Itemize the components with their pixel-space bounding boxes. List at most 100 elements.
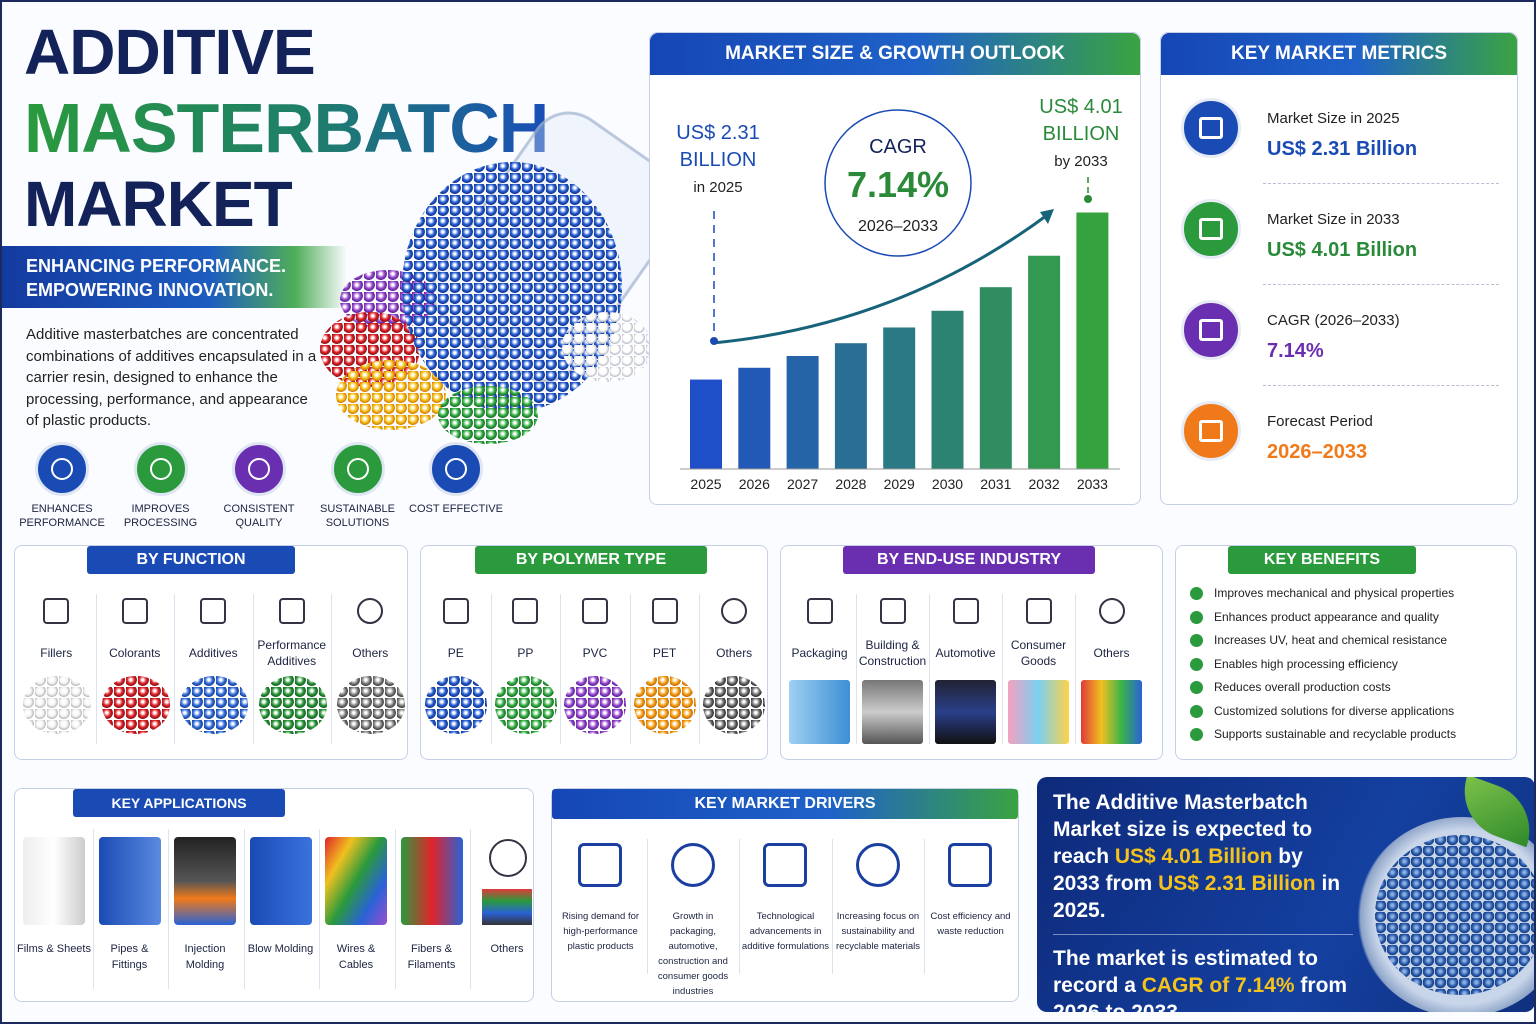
summary-span: The Additive Masterbatch Market size is … <box>1053 791 1313 868</box>
tagline-line: ENHANCING PERFORMANCE. <box>26 256 287 276</box>
metric-value: US$ 4.01 Billion <box>1267 239 1418 261</box>
panel-title: KEY APPLICATIONS <box>73 789 285 817</box>
summary-span: by 2033 from <box>1053 845 1303 895</box>
pellets <box>337 676 405 734</box>
item-label: Others <box>352 646 389 660</box>
app-label: Injection Molding <box>184 943 226 971</box>
check <box>1190 610 1203 624</box>
item-icon <box>278 598 305 624</box>
separator <box>699 594 701 744</box>
x-tick-label: 2030 <box>932 476 963 492</box>
driver-icon <box>855 843 900 887</box>
item-label: PP <box>517 646 534 660</box>
driver-text: Rising demand for high-performance plast… <box>561 911 640 952</box>
app-label: Fibers & Filaments <box>407 943 456 971</box>
separator <box>739 839 740 974</box>
photo <box>249 837 312 925</box>
separator <box>490 594 492 744</box>
panel-title: BY FUNCTION <box>87 546 295 574</box>
dot <box>1084 195 1092 203</box>
x-tick-label: 2025 <box>690 476 721 492</box>
annotation: in 2025 <box>693 179 742 196</box>
driver-text: Cost efficiency and waste reduction <box>930 911 1011 937</box>
feature-label: CONSISTENT QUALITY <box>223 503 295 529</box>
item-label: Packaging <box>791 646 848 660</box>
summary-span: from 2026 to 2033. <box>1053 974 1348 1012</box>
driver-icon <box>670 843 715 887</box>
pellets <box>564 676 627 734</box>
item-label: Performance Additives <box>257 638 327 668</box>
app-label: Pipes & Fittings <box>110 943 149 971</box>
icon-glyph <box>1199 319 1223 341</box>
annotation: US$ 4.01 <box>1039 96 1122 118</box>
icon-glyph <box>248 458 270 480</box>
photo <box>935 680 996 744</box>
tagline-line: EMPOWERING INNOVATION. <box>26 280 274 300</box>
panel-title: BY END-USE INDUSTRY <box>843 546 1095 574</box>
annotation: CAGR <box>869 136 927 158</box>
divider <box>1263 385 1499 386</box>
photo <box>1008 680 1069 744</box>
pellets <box>336 360 446 430</box>
feature-icon <box>232 442 286 496</box>
separator <box>831 839 833 974</box>
item-icon <box>1025 598 1052 624</box>
item-label: PET <box>652 646 677 660</box>
bar <box>979 287 1012 469</box>
separator <box>646 839 648 974</box>
item-icon <box>721 598 748 624</box>
feature-label: ENHANCES PERFORMANCE <box>19 503 105 529</box>
item-label: PE <box>447 646 464 660</box>
separator <box>924 839 925 974</box>
benefit: Customized solutions for diverse applica… <box>1214 703 1455 718</box>
summary-span: CAGR of 7.14% <box>1141 974 1295 997</box>
item-icon <box>200 598 227 624</box>
photo <box>23 837 85 925</box>
check <box>1190 657 1203 671</box>
icon-glyph <box>346 458 369 480</box>
driver-icon <box>763 843 807 887</box>
x-tick-label: 2026 <box>739 476 770 492</box>
pellets <box>23 676 91 734</box>
separator <box>252 594 254 744</box>
photo <box>1081 680 1142 744</box>
photo <box>789 680 850 744</box>
annotation: BILLION <box>1043 123 1120 145</box>
icon-glyph <box>1199 420 1223 442</box>
item-icon <box>806 598 833 624</box>
panel-title: MARKET SIZE & GROWTH OUTLOOK <box>650 33 1140 75</box>
x-tick-label: 2032 <box>1029 476 1060 492</box>
benefits-panel: KEY BENEFITS Improves mechanical and phy… <box>1175 545 1517 760</box>
photo <box>325 837 387 925</box>
pellets <box>438 386 538 444</box>
metric-value: 7.14% <box>1267 340 1324 362</box>
app-label: Blow Molding <box>247 943 314 955</box>
check <box>1190 728 1203 741</box>
icon-glyph <box>149 458 172 480</box>
title: ADDITIVE MASTERBATCH MARKET <box>24 14 549 242</box>
driver-text: Technological advancements in additive f… <box>741 911 830 952</box>
item-icon <box>651 598 678 624</box>
x-tick-label: 2033 <box>1077 476 1108 492</box>
pellets <box>1375 835 1534 995</box>
separator <box>470 829 471 989</box>
tagline: ENHANCING PERFORMANCE. EMPOWERING INNOVA… <box>2 246 347 308</box>
feature-icon <box>330 442 385 496</box>
trend-arrow <box>712 211 1051 345</box>
feature-label: IMPROVES PROCESSING <box>123 503 198 529</box>
benefit: Increases UV, heat and chemical resistan… <box>1214 633 1448 647</box>
separator <box>319 829 320 989</box>
item-label: Consumer Goods <box>1010 638 1067 668</box>
photo <box>862 680 923 744</box>
pellets <box>101 676 170 734</box>
driver-icon <box>948 843 992 887</box>
panel-title: KEY MARKET METRICS <box>1161 33 1517 75</box>
icon-glyph <box>51 458 73 480</box>
x-tick-label: 2028 <box>835 476 866 492</box>
metric-icon <box>1181 199 1241 259</box>
summary-span: US$ 4.01 Billion <box>1114 845 1273 868</box>
metric-icon <box>1181 401 1241 461</box>
benefit: Reduces overall production costs <box>1214 680 1391 694</box>
feature-icon <box>133 442 188 496</box>
metric-label: Market Size in 2033 <box>1267 211 1400 228</box>
